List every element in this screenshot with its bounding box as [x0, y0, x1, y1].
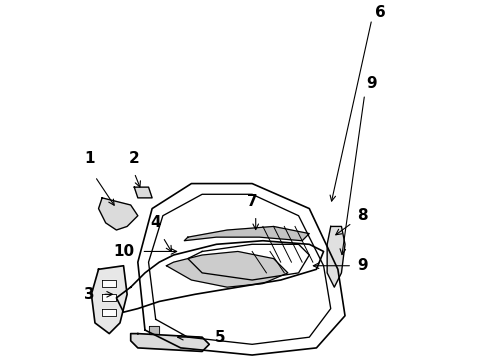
Polygon shape — [102, 280, 117, 287]
Text: 3: 3 — [84, 287, 95, 302]
Polygon shape — [134, 187, 152, 198]
Text: 2: 2 — [129, 151, 140, 166]
Polygon shape — [102, 309, 117, 316]
Polygon shape — [102, 294, 117, 301]
Text: 10: 10 — [113, 244, 134, 259]
Text: 1: 1 — [84, 151, 95, 166]
Text: 7: 7 — [247, 194, 257, 209]
Polygon shape — [98, 198, 138, 230]
Text: 9: 9 — [367, 76, 377, 91]
Polygon shape — [184, 226, 309, 241]
Text: 5: 5 — [215, 330, 225, 345]
Text: 6: 6 — [375, 5, 386, 19]
Text: 9: 9 — [358, 258, 368, 273]
Text: 4: 4 — [150, 215, 161, 230]
Text: 8: 8 — [358, 208, 368, 223]
Polygon shape — [148, 327, 159, 334]
Polygon shape — [327, 226, 345, 287]
Polygon shape — [167, 251, 288, 287]
Polygon shape — [92, 266, 127, 334]
Polygon shape — [131, 334, 209, 351]
